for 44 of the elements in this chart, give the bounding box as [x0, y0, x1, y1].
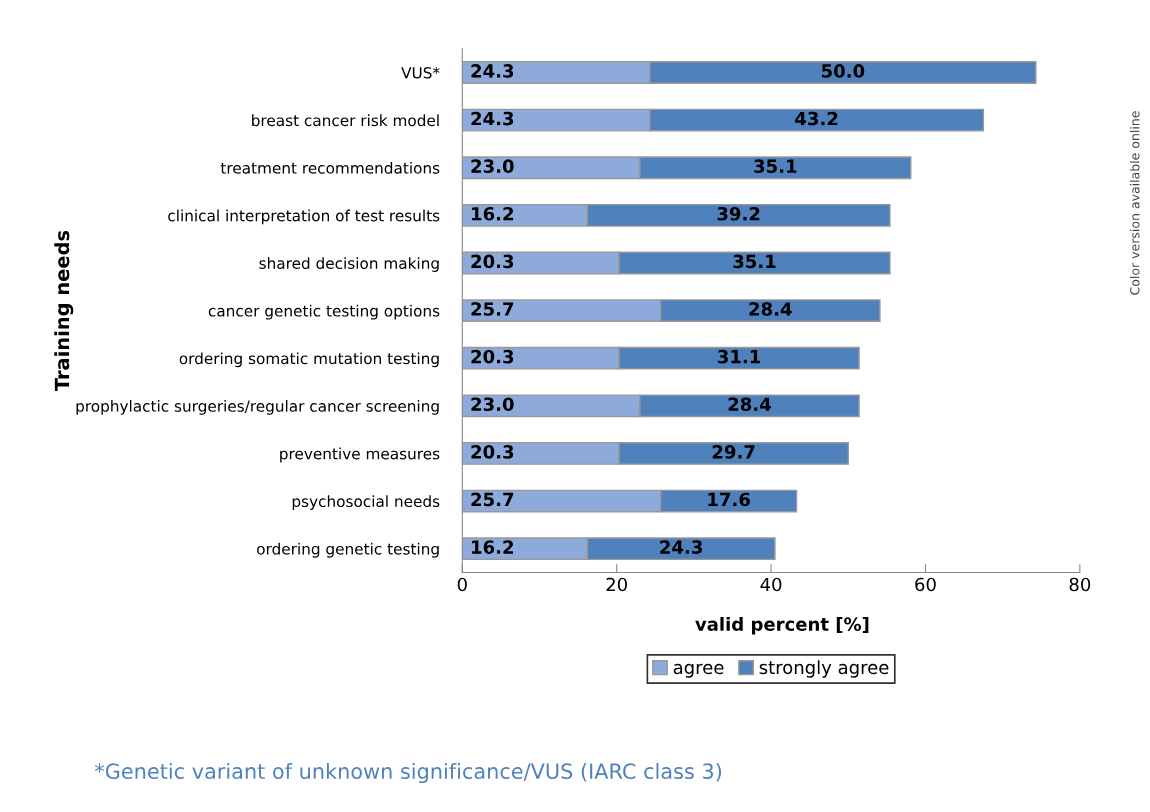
data-label: 31.1: [717, 349, 761, 364]
data-label: 24.3: [660, 540, 702, 554]
legend-label: agree: [673, 663, 724, 678]
data-label: 43.2: [795, 111, 838, 126]
y-tick-label: preventive measures: [280, 447, 440, 463]
data-label: 35.1: [754, 159, 797, 173]
x-tick-label: 60: [915, 577, 936, 592]
data-label: 16.2: [472, 540, 513, 554]
y-tick-label: VUS*: [401, 66, 440, 79]
data-label: 24.3: [471, 111, 514, 126]
text: *Genetic variant of unknown significance/VUS (IARC class 3): [94, 762, 722, 784]
x-tick-label: 0: [457, 577, 467, 592]
data-label: 16.2: [472, 206, 513, 221]
data-label: 35.1: [733, 254, 776, 269]
x-axis-title: valid percent [%]: [695, 616, 869, 635]
y-tick-label: clinical interpretation of test results: [168, 209, 440, 225]
data-label: 23.0: [471, 159, 514, 173]
data-label: 20.3: [471, 349, 514, 364]
data-label: 39.2: [717, 206, 760, 221]
y-tick-label: ordering somatic mutation testing: [179, 352, 439, 368]
y-tick-label: psychosocial needs: [292, 495, 440, 511]
x-tick-label: 80: [1069, 577, 1091, 592]
data-label: 25.7: [471, 302, 514, 316]
data-label: 29.7: [712, 445, 755, 459]
data-label: 24.3: [471, 64, 514, 78]
y-tick-label: prophylactic surgeries/regular cancer screening: [76, 400, 439, 415]
y-tick-label: breast cancer risk model: [252, 114, 439, 127]
text: Color version available online: [1129, 111, 1140, 295]
legend-label: strongly agree: [759, 660, 889, 678]
data-label: 23.0: [471, 397, 514, 412]
y-tick-label: treatment recommendations: [220, 161, 440, 174]
x-tick-label: 20: [606, 577, 627, 592]
y-tick-label: shared decision making: [259, 257, 439, 272]
data-label: 50.0: [821, 64, 865, 78]
y-tick-label: cancer genetic testing options: [208, 304, 440, 320]
data-label: 28.4: [728, 397, 771, 412]
data-label: 20.3: [471, 254, 514, 269]
y-tick-label: ordering genetic testing: [257, 542, 439, 558]
data-label: 17.6: [708, 492, 750, 507]
data-label: 20.3: [471, 445, 514, 459]
y-axis-title: Training needs: [54, 230, 74, 392]
x-tick-label: 40: [760, 577, 782, 592]
data-label: 25.7: [471, 492, 514, 507]
data-label: 28.4: [749, 302, 792, 316]
